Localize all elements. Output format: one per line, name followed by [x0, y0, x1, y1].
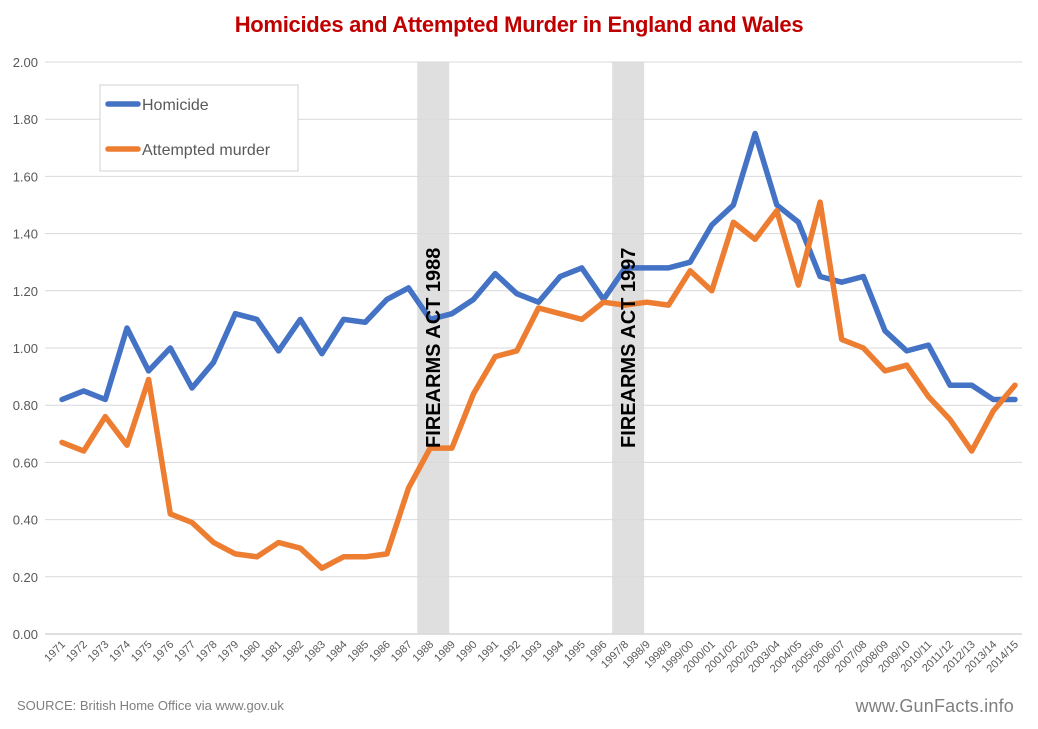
- annotation-label: FIREARMS ACT 1997: [618, 248, 640, 448]
- series-lines: [59, 130, 1018, 571]
- x-tick-label: 1972: [64, 639, 90, 665]
- x-tick-label: 1975: [129, 639, 155, 665]
- y-tick-label: 1.00: [13, 341, 38, 356]
- series-line-homicide: [59, 130, 1018, 403]
- x-axis: 1971197219731974197519761977197819791980…: [42, 639, 1021, 676]
- x-tick-label: 1985: [346, 639, 372, 665]
- y-tick-label: 0.00: [13, 627, 38, 642]
- legend-label: Homicide: [142, 97, 209, 114]
- chart-title: Homicides and Attempted Murder in Englan…: [234, 12, 804, 37]
- x-tick-label: 1973: [86, 639, 112, 665]
- x-tick-label: 1979: [216, 639, 242, 665]
- x-tick-label: 1978: [194, 639, 220, 665]
- x-tick-label: 1994: [540, 639, 566, 665]
- annotation-label: FIREARMS ACT 1988: [423, 248, 445, 448]
- x-tick-label: 1984: [324, 639, 350, 665]
- y-tick-label: 1.60: [13, 169, 38, 184]
- annotation-labels: FIREARMS ACT 1988 FIREARMS ACT 1997: [423, 248, 640, 448]
- x-tick-label: 1983: [302, 639, 328, 665]
- x-tick-label: 1986: [367, 639, 393, 665]
- source-note: SOURCE: British Home Office via www.gov.…: [17, 698, 284, 713]
- x-tick-label: 1995: [562, 639, 588, 665]
- y-tick-label: 0.80: [13, 398, 38, 413]
- y-tick-label: 2.00: [13, 55, 38, 70]
- x-tick-label: 1993: [519, 639, 545, 665]
- y-tick-label: 1.20: [13, 284, 38, 299]
- legend-label: Attempted murder: [142, 142, 271, 159]
- x-tick-label: 1987: [389, 639, 415, 665]
- legend: Homicide Attempted murder: [99, 84, 299, 172]
- y-axis: 0.00 0.20 0.40 0.60 0.80 1.00 1.20 1.40 1.60 1.80…: [13, 55, 38, 642]
- x-tick-label: 1982: [281, 639, 307, 665]
- x-tick-label: 1981: [259, 639, 285, 665]
- watermark: www.GunFacts.info: [855, 696, 1014, 716]
- x-tick-label: 1990: [454, 639, 480, 665]
- legend-box: [99, 84, 299, 172]
- y-tick-label: 1.40: [13, 227, 38, 242]
- y-tick-label: 0.40: [13, 513, 38, 528]
- x-tick-label: 1991: [476, 639, 502, 665]
- y-tick-label: 0.20: [13, 570, 38, 585]
- y-tick-label: 0.60: [13, 455, 38, 470]
- x-tick-label: 1989: [432, 639, 458, 665]
- x-tick-label: 1976: [151, 639, 177, 665]
- annotation-band: [417, 62, 450, 634]
- x-tick-label: 1974: [107, 639, 133, 665]
- x-tick-label: 1992: [497, 639, 523, 665]
- annotation-band: [612, 62, 645, 634]
- annotation-bands: [417, 62, 645, 634]
- x-tick-label: 1977: [172, 639, 198, 665]
- series-line-attempted-murder: [59, 199, 1018, 571]
- x-tick-label: 1988: [411, 639, 437, 665]
- x-tick-label: 1980: [237, 639, 263, 665]
- grid: [45, 61, 1022, 635]
- x-tick-label: 1971: [42, 639, 68, 665]
- y-tick-label: 1.80: [13, 112, 38, 127]
